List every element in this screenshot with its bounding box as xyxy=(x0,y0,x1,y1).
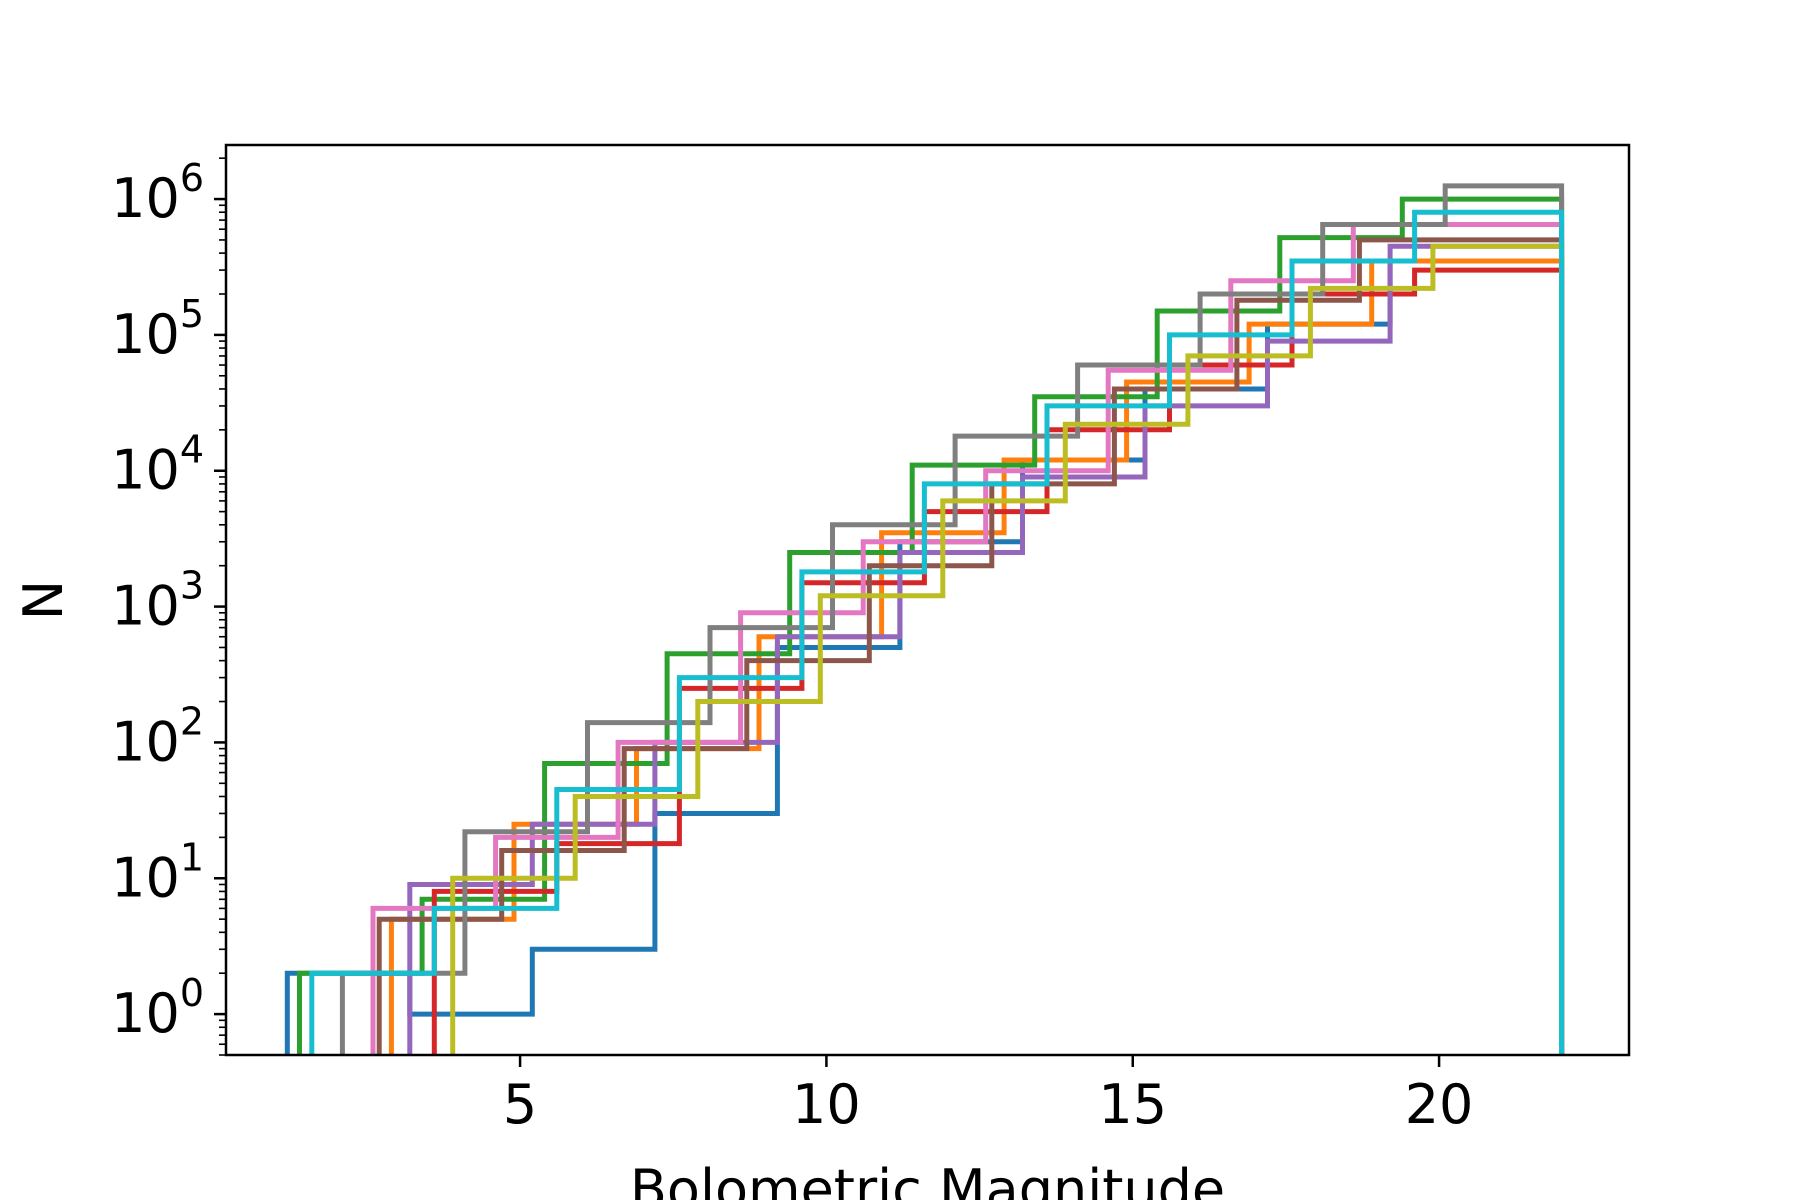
series-layer xyxy=(284,183,1565,1055)
series-4-step-line xyxy=(431,267,1565,1055)
y-tick-label: 106 xyxy=(111,156,204,230)
x-tick-label: 10 xyxy=(792,1073,861,1136)
series-7-step-line xyxy=(370,222,1565,1055)
axis-layer: 5 10 15 20 100 101 102 103 104 105 106 xyxy=(111,156,1473,1136)
y-tick-label: 103 xyxy=(111,564,204,638)
series-2-step-line xyxy=(388,258,1565,1055)
x-tick-label: 20 xyxy=(1405,1073,1474,1136)
x-axis-label: Bolometric Magnitude xyxy=(630,1158,1225,1200)
y-tick-label: 102 xyxy=(111,699,204,773)
x-tick-label: 15 xyxy=(1098,1073,1167,1136)
y-axis-label: N xyxy=(12,580,75,620)
series-8-step-line xyxy=(339,183,1565,1055)
series-1-step-line xyxy=(284,258,1565,1055)
plot-frame xyxy=(224,143,1631,1057)
series-10-step-line xyxy=(309,209,1565,1055)
series-3-step-line xyxy=(297,196,1565,1055)
y-tick-label: 100 xyxy=(111,971,204,1045)
x-tick-label: 5 xyxy=(503,1073,537,1136)
y-tick-label: 101 xyxy=(111,835,204,909)
y-tick-label: 104 xyxy=(111,428,204,502)
series-6-step-line xyxy=(376,237,1565,1055)
y-tick-label: 105 xyxy=(111,292,204,366)
series-5-step-line xyxy=(407,243,1565,1055)
series-9-step-line xyxy=(450,243,1565,1055)
